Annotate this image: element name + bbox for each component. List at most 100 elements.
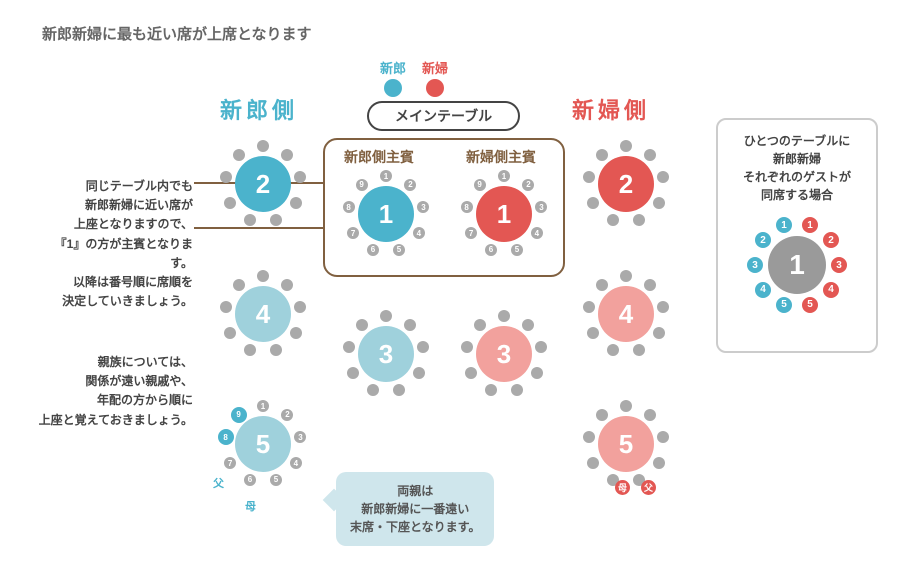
table-circle: 3 — [476, 326, 532, 382]
seat: 3 — [417, 201, 429, 213]
table-circle: 3 — [358, 326, 414, 382]
legend-groom-label: 新郎 — [380, 58, 406, 77]
seat: 6 — [485, 244, 497, 256]
seat: 5 — [776, 297, 792, 313]
seat: 3 — [831, 257, 847, 273]
seat — [596, 279, 608, 291]
side-text-2: 親族については、 関係が遠い親戚や、 年配の方から順に 上座と覚えておきましょう… — [33, 353, 193, 430]
seat: 5 — [270, 474, 282, 486]
seat — [233, 279, 245, 291]
seat: 1 — [498, 170, 510, 182]
seat — [657, 171, 669, 183]
seat — [535, 341, 547, 353]
table-circle: 1 — [476, 186, 532, 242]
seat — [290, 327, 302, 339]
seat — [607, 214, 619, 226]
seat — [653, 457, 665, 469]
seat — [511, 384, 523, 396]
seat: 2 — [522, 179, 534, 191]
seat — [657, 301, 669, 313]
seat — [607, 344, 619, 356]
seat — [644, 149, 656, 161]
side-label-groom: 新郎側 — [220, 93, 298, 125]
seat — [583, 301, 595, 313]
seat: 6 — [367, 244, 379, 256]
seat — [281, 149, 293, 161]
seat — [596, 149, 608, 161]
seat: 2 — [823, 232, 839, 248]
side-label-bride: 新婦側 — [572, 93, 650, 125]
table-bride-5: 5 — [580, 398, 672, 490]
table-circle: 5 — [235, 416, 291, 472]
callout-text: 両親は 新郎新婦に一番遠い 末席・下座となります。 — [350, 484, 480, 534]
seat — [343, 341, 355, 353]
seat — [644, 409, 656, 421]
seat — [404, 319, 416, 331]
seat — [587, 327, 599, 339]
seat: 9 — [231, 407, 247, 423]
legend-groom-dot — [384, 79, 402, 97]
seat — [461, 341, 473, 353]
legend-bride: 新婦 — [422, 58, 448, 97]
father-badge-bride: 父 — [641, 480, 656, 495]
table-bride-1: 1123456789 — [458, 168, 550, 260]
seat — [633, 344, 645, 356]
seat: 7 — [224, 457, 236, 469]
seat — [653, 327, 665, 339]
seat — [474, 319, 486, 331]
seat — [270, 214, 282, 226]
seat — [644, 279, 656, 291]
seat — [413, 367, 425, 379]
table-groom-5: 5123456789 — [217, 398, 309, 490]
seat — [294, 301, 306, 313]
seat — [653, 197, 665, 209]
table-mixed: 11234512345 — [742, 210, 852, 320]
seat — [220, 171, 232, 183]
seat: 2 — [281, 409, 293, 421]
seat: 4 — [413, 227, 425, 239]
seat — [224, 197, 236, 209]
right-panel: ひとつのテーブルに 新郎新婦 それぞれのゲストが 同席する場合 11234512… — [716, 118, 878, 353]
seat — [498, 310, 510, 322]
seat — [465, 367, 477, 379]
seat: 1 — [802, 217, 818, 233]
seat — [367, 384, 379, 396]
seat — [417, 341, 429, 353]
legend-bride-label: 新婦 — [422, 58, 448, 77]
table-groom-3: 3 — [340, 308, 432, 400]
seat — [224, 327, 236, 339]
table-groom-2: 2 — [217, 138, 309, 230]
group-label-bride: 新婦側主賓 — [466, 147, 536, 167]
seat — [244, 344, 256, 356]
seat: 8 — [343, 201, 355, 213]
seat — [531, 367, 543, 379]
seat: 1 — [257, 400, 269, 412]
seat — [356, 319, 368, 331]
seat: 9 — [356, 179, 368, 191]
table-circle: 2 — [235, 156, 291, 212]
table-groom-1: 1123456789 — [340, 168, 432, 260]
seat — [393, 384, 405, 396]
seat: 7 — [465, 227, 477, 239]
seat: 4 — [290, 457, 302, 469]
seat: 1 — [380, 170, 392, 182]
legend-bride-dot — [426, 79, 444, 97]
seat — [294, 171, 306, 183]
side-text-1: 同じテーブル内でも 新郎新婦に近い席が 上座となりますので、 『1』の方が主賓と… — [33, 177, 193, 311]
seat: 2 — [755, 232, 771, 248]
seat — [290, 197, 302, 209]
right-panel-text: ひとつのテーブルに 新郎新婦 それぞれのゲストが 同席する場合 — [728, 132, 866, 204]
group-label-groom: 新郎側主賓 — [344, 147, 414, 167]
seat: 5 — [393, 244, 405, 256]
table-bride-4: 4 — [580, 268, 672, 360]
seat — [220, 301, 232, 313]
table-circle: 4 — [598, 286, 654, 342]
seat: 1 — [776, 217, 792, 233]
seat — [583, 171, 595, 183]
legend-groom: 新郎 — [380, 58, 406, 97]
mother-badge-bride: 母 — [615, 480, 630, 495]
seat: 3 — [294, 431, 306, 443]
seat: 4 — [755, 282, 771, 298]
table-circle: 5 — [598, 416, 654, 472]
seat — [281, 279, 293, 291]
